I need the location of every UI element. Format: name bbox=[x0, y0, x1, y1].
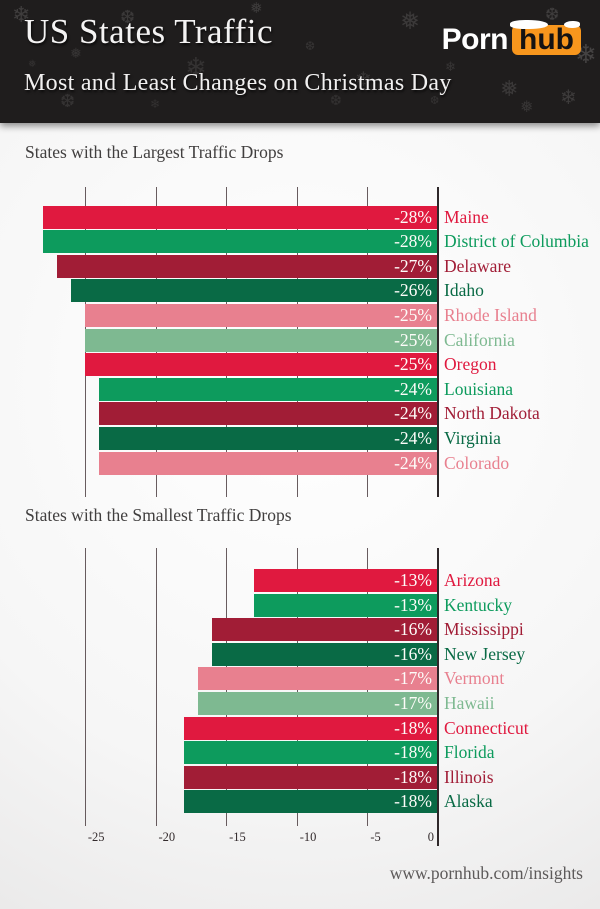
axis-tick-label: -10 bbox=[299, 830, 317, 844]
bar-value-label: -28% bbox=[394, 231, 432, 252]
bar-state-label: Florida bbox=[444, 742, 495, 763]
bar: -26% bbox=[70, 279, 438, 303]
snowflake-icon: ❅ bbox=[520, 99, 534, 116]
bar-state-label: Rhode Island bbox=[444, 304, 537, 325]
bar-state-label: District of Columbia bbox=[444, 231, 589, 252]
bar-state-label: New Jersey bbox=[444, 643, 526, 664]
page-title: US States Traffic bbox=[24, 12, 273, 51]
bar-value-label: -17% bbox=[394, 693, 432, 713]
bar-value-label: -24% bbox=[394, 427, 432, 448]
bar-value-label: -28% bbox=[394, 206, 432, 227]
bar: -17% bbox=[197, 667, 438, 691]
snowflake-icon: ❄ bbox=[560, 87, 577, 109]
bar: -24% bbox=[99, 402, 438, 426]
bar-value-label: -25% bbox=[394, 329, 432, 350]
snowflake-icon: ❅ bbox=[400, 9, 421, 35]
bar-state-label: California bbox=[444, 329, 515, 350]
snowflake-icon: ❄ bbox=[150, 97, 161, 111]
footer-url: www.pornhub.com/insights bbox=[389, 863, 583, 883]
bar: -28% bbox=[42, 205, 438, 229]
bar-value-label: -25% bbox=[394, 354, 432, 375]
axis-tick-label: -20 bbox=[158, 830, 176, 844]
bar-value-label: -27% bbox=[394, 255, 432, 276]
bar-state-label: Alaska bbox=[444, 791, 493, 812]
bar-state-label: Kentucky bbox=[444, 594, 513, 615]
pornhub-logo: Porn hub bbox=[441, 20, 581, 57]
snowflake-icon: ❆ bbox=[545, 5, 560, 24]
bar-value-label: -18% bbox=[394, 791, 432, 812]
bar-value-label: -25% bbox=[394, 304, 432, 325]
bar: -25% bbox=[84, 303, 438, 327]
bar: -18% bbox=[183, 716, 438, 740]
page-subtitle: Most and Least Changes on Christmas Day bbox=[24, 70, 452, 96]
bar: -16% bbox=[212, 618, 438, 642]
bar: -27% bbox=[56, 254, 438, 278]
bar-value-label: -24% bbox=[394, 403, 432, 424]
bar-state-label: North Dakota bbox=[444, 403, 540, 424]
bar: -16% bbox=[212, 642, 438, 666]
snowflake-icon: ❆ bbox=[330, 94, 342, 109]
bar-value-label: -18% bbox=[394, 717, 432, 738]
bar: -18% bbox=[183, 790, 438, 814]
bar: -28% bbox=[42, 230, 438, 254]
snow-cap-icon bbox=[564, 21, 580, 28]
bar: -13% bbox=[254, 569, 438, 592]
axis-zero-line bbox=[437, 187, 439, 497]
bar-value-label: -24% bbox=[394, 452, 432, 473]
snowflake-icon: ❆ bbox=[305, 39, 316, 53]
axis-zero-line bbox=[437, 548, 439, 846]
plot-gridline bbox=[84, 548, 86, 826]
bar-value-label: -13% bbox=[394, 570, 432, 590]
bar-state-label: Idaho bbox=[444, 280, 484, 301]
bar-state-label: Louisiana bbox=[444, 378, 514, 399]
axis-tick-label: -25 bbox=[87, 830, 105, 844]
bar-state-label: Connecticut bbox=[444, 717, 529, 738]
snowflake-icon: ❆ bbox=[430, 95, 440, 107]
bar-state-label: Mississippi bbox=[444, 619, 524, 640]
snowflake-icon: ❅ bbox=[28, 59, 37, 70]
plot-gridline bbox=[155, 548, 157, 826]
logo-text-hub: hub bbox=[519, 23, 574, 56]
bar-state-label: Hawaii bbox=[444, 693, 495, 713]
bar-state-label: Illinois bbox=[444, 766, 494, 787]
bar-value-label: -18% bbox=[394, 766, 432, 787]
axis-tick-label: -5 bbox=[370, 830, 381, 844]
logo-hub-box: hub bbox=[510, 20, 581, 56]
bar-value-label: -13% bbox=[394, 594, 432, 615]
bar: -24% bbox=[99, 426, 438, 450]
bar-state-label: Arizona bbox=[444, 570, 501, 590]
bar-state-label: Oregon bbox=[444, 354, 497, 375]
axis-tick-label: 0 bbox=[427, 830, 434, 844]
snowflake-icon: ❅ bbox=[500, 76, 519, 101]
bar-value-label: -26% bbox=[394, 280, 432, 301]
bar: -24% bbox=[99, 451, 438, 475]
chart-title: States with the Largest Traffic Drops bbox=[25, 142, 284, 162]
logo-text-porn: Porn bbox=[441, 23, 509, 56]
bar-state-label: Virginia bbox=[444, 427, 501, 448]
chart-title: States with the Smallest Traffic Drops bbox=[25, 505, 292, 525]
header: ❄ ❅ ❆ ❄ ❅ ❆ ❄ ❅ ❆ ❄ ❅ ❆ ❄ ❅ ❆ ❄ ❅ ❆ ❄ ❅ US States Traffic M… bbox=[0, 0, 600, 123]
bar: -17% bbox=[197, 692, 438, 715]
bar-value-label: -18% bbox=[394, 742, 432, 763]
bar-state-label: Colorado bbox=[444, 452, 510, 473]
bar-value-label: -16% bbox=[394, 619, 432, 640]
bar-value-label: -16% bbox=[394, 643, 432, 664]
bar: -24% bbox=[99, 377, 438, 401]
snow-cap-icon bbox=[510, 20, 549, 29]
bar-state-label: Vermont bbox=[444, 668, 505, 689]
axis-tick-label: -15 bbox=[229, 830, 246, 844]
bar-value-label: -24% bbox=[394, 378, 432, 399]
bar: -25% bbox=[84, 328, 438, 352]
bar-state-label: Maine bbox=[444, 206, 489, 227]
bar: -25% bbox=[84, 353, 438, 377]
bar: -13% bbox=[254, 593, 438, 617]
bar-state-label: Delaware bbox=[444, 255, 512, 276]
bar: -18% bbox=[183, 765, 438, 789]
bar-value-label: -17% bbox=[394, 668, 432, 689]
bar: -18% bbox=[183, 741, 438, 765]
